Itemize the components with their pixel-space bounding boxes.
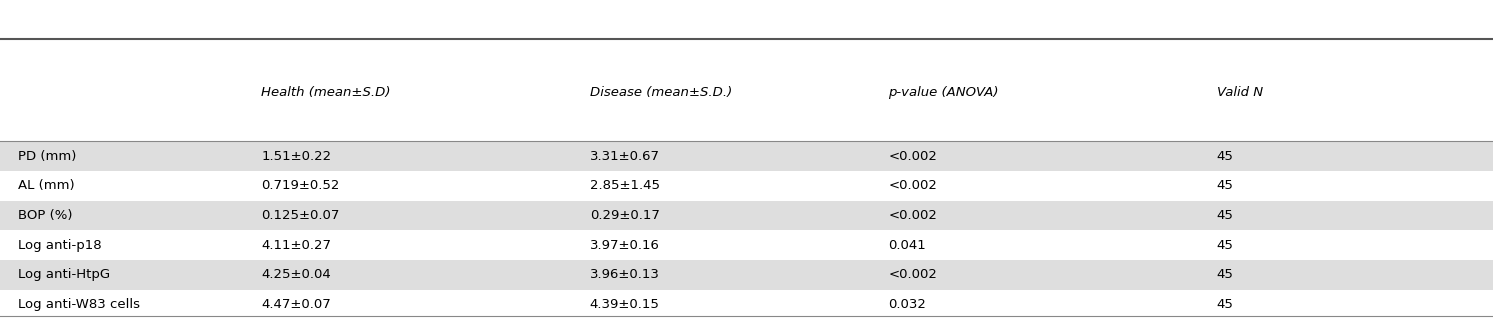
- Bar: [0, 141, 1493, 171]
- Text: 45: 45: [1217, 209, 1233, 222]
- Text: 0.719±0.52: 0.719±0.52: [261, 179, 339, 192]
- Text: 45: 45: [1217, 179, 1233, 192]
- Text: 0.032: 0.032: [888, 298, 926, 311]
- Text: 45: 45: [1217, 239, 1233, 252]
- Text: 45: 45: [1217, 268, 1233, 281]
- Text: PD (mm): PD (mm): [18, 150, 76, 163]
- Bar: [0, 260, 1493, 290]
- Text: Disease (mean±S.D.): Disease (mean±S.D.): [590, 86, 732, 99]
- Text: 4.11±0.27: 4.11±0.27: [261, 239, 331, 252]
- Text: Health (mean±S.D): Health (mean±S.D): [261, 86, 391, 99]
- Text: <0.002: <0.002: [888, 150, 938, 163]
- Text: 4.47±0.07: 4.47±0.07: [261, 298, 331, 311]
- Text: 3.96±0.13: 3.96±0.13: [590, 268, 660, 281]
- Bar: [0, 201, 1493, 230]
- Text: p-value (ANOVA): p-value (ANOVA): [888, 86, 999, 99]
- Text: 0.29±0.17: 0.29±0.17: [590, 209, 660, 222]
- Text: 0.041: 0.041: [888, 239, 926, 252]
- Text: 2.85±1.45: 2.85±1.45: [590, 179, 660, 192]
- Text: 45: 45: [1217, 150, 1233, 163]
- Text: 45: 45: [1217, 298, 1233, 311]
- Text: 3.31±0.67: 3.31±0.67: [590, 150, 660, 163]
- Text: BOP (%): BOP (%): [18, 209, 73, 222]
- Text: AL (mm): AL (mm): [18, 179, 75, 192]
- Text: <0.002: <0.002: [888, 268, 938, 281]
- Text: 0.125±0.07: 0.125±0.07: [261, 209, 339, 222]
- Text: <0.002: <0.002: [888, 179, 938, 192]
- Text: Log anti-p18: Log anti-p18: [18, 239, 102, 252]
- Text: 4.25±0.04: 4.25±0.04: [261, 268, 331, 281]
- Text: 1.51±0.22: 1.51±0.22: [261, 150, 331, 163]
- Text: Valid N: Valid N: [1217, 86, 1263, 99]
- Text: <0.002: <0.002: [888, 209, 938, 222]
- Text: 3.97±0.16: 3.97±0.16: [590, 239, 660, 252]
- Text: 4.39±0.15: 4.39±0.15: [590, 298, 660, 311]
- Text: Log anti-HtpG: Log anti-HtpG: [18, 268, 110, 281]
- Text: Log anti-W83 cells: Log anti-W83 cells: [18, 298, 140, 311]
